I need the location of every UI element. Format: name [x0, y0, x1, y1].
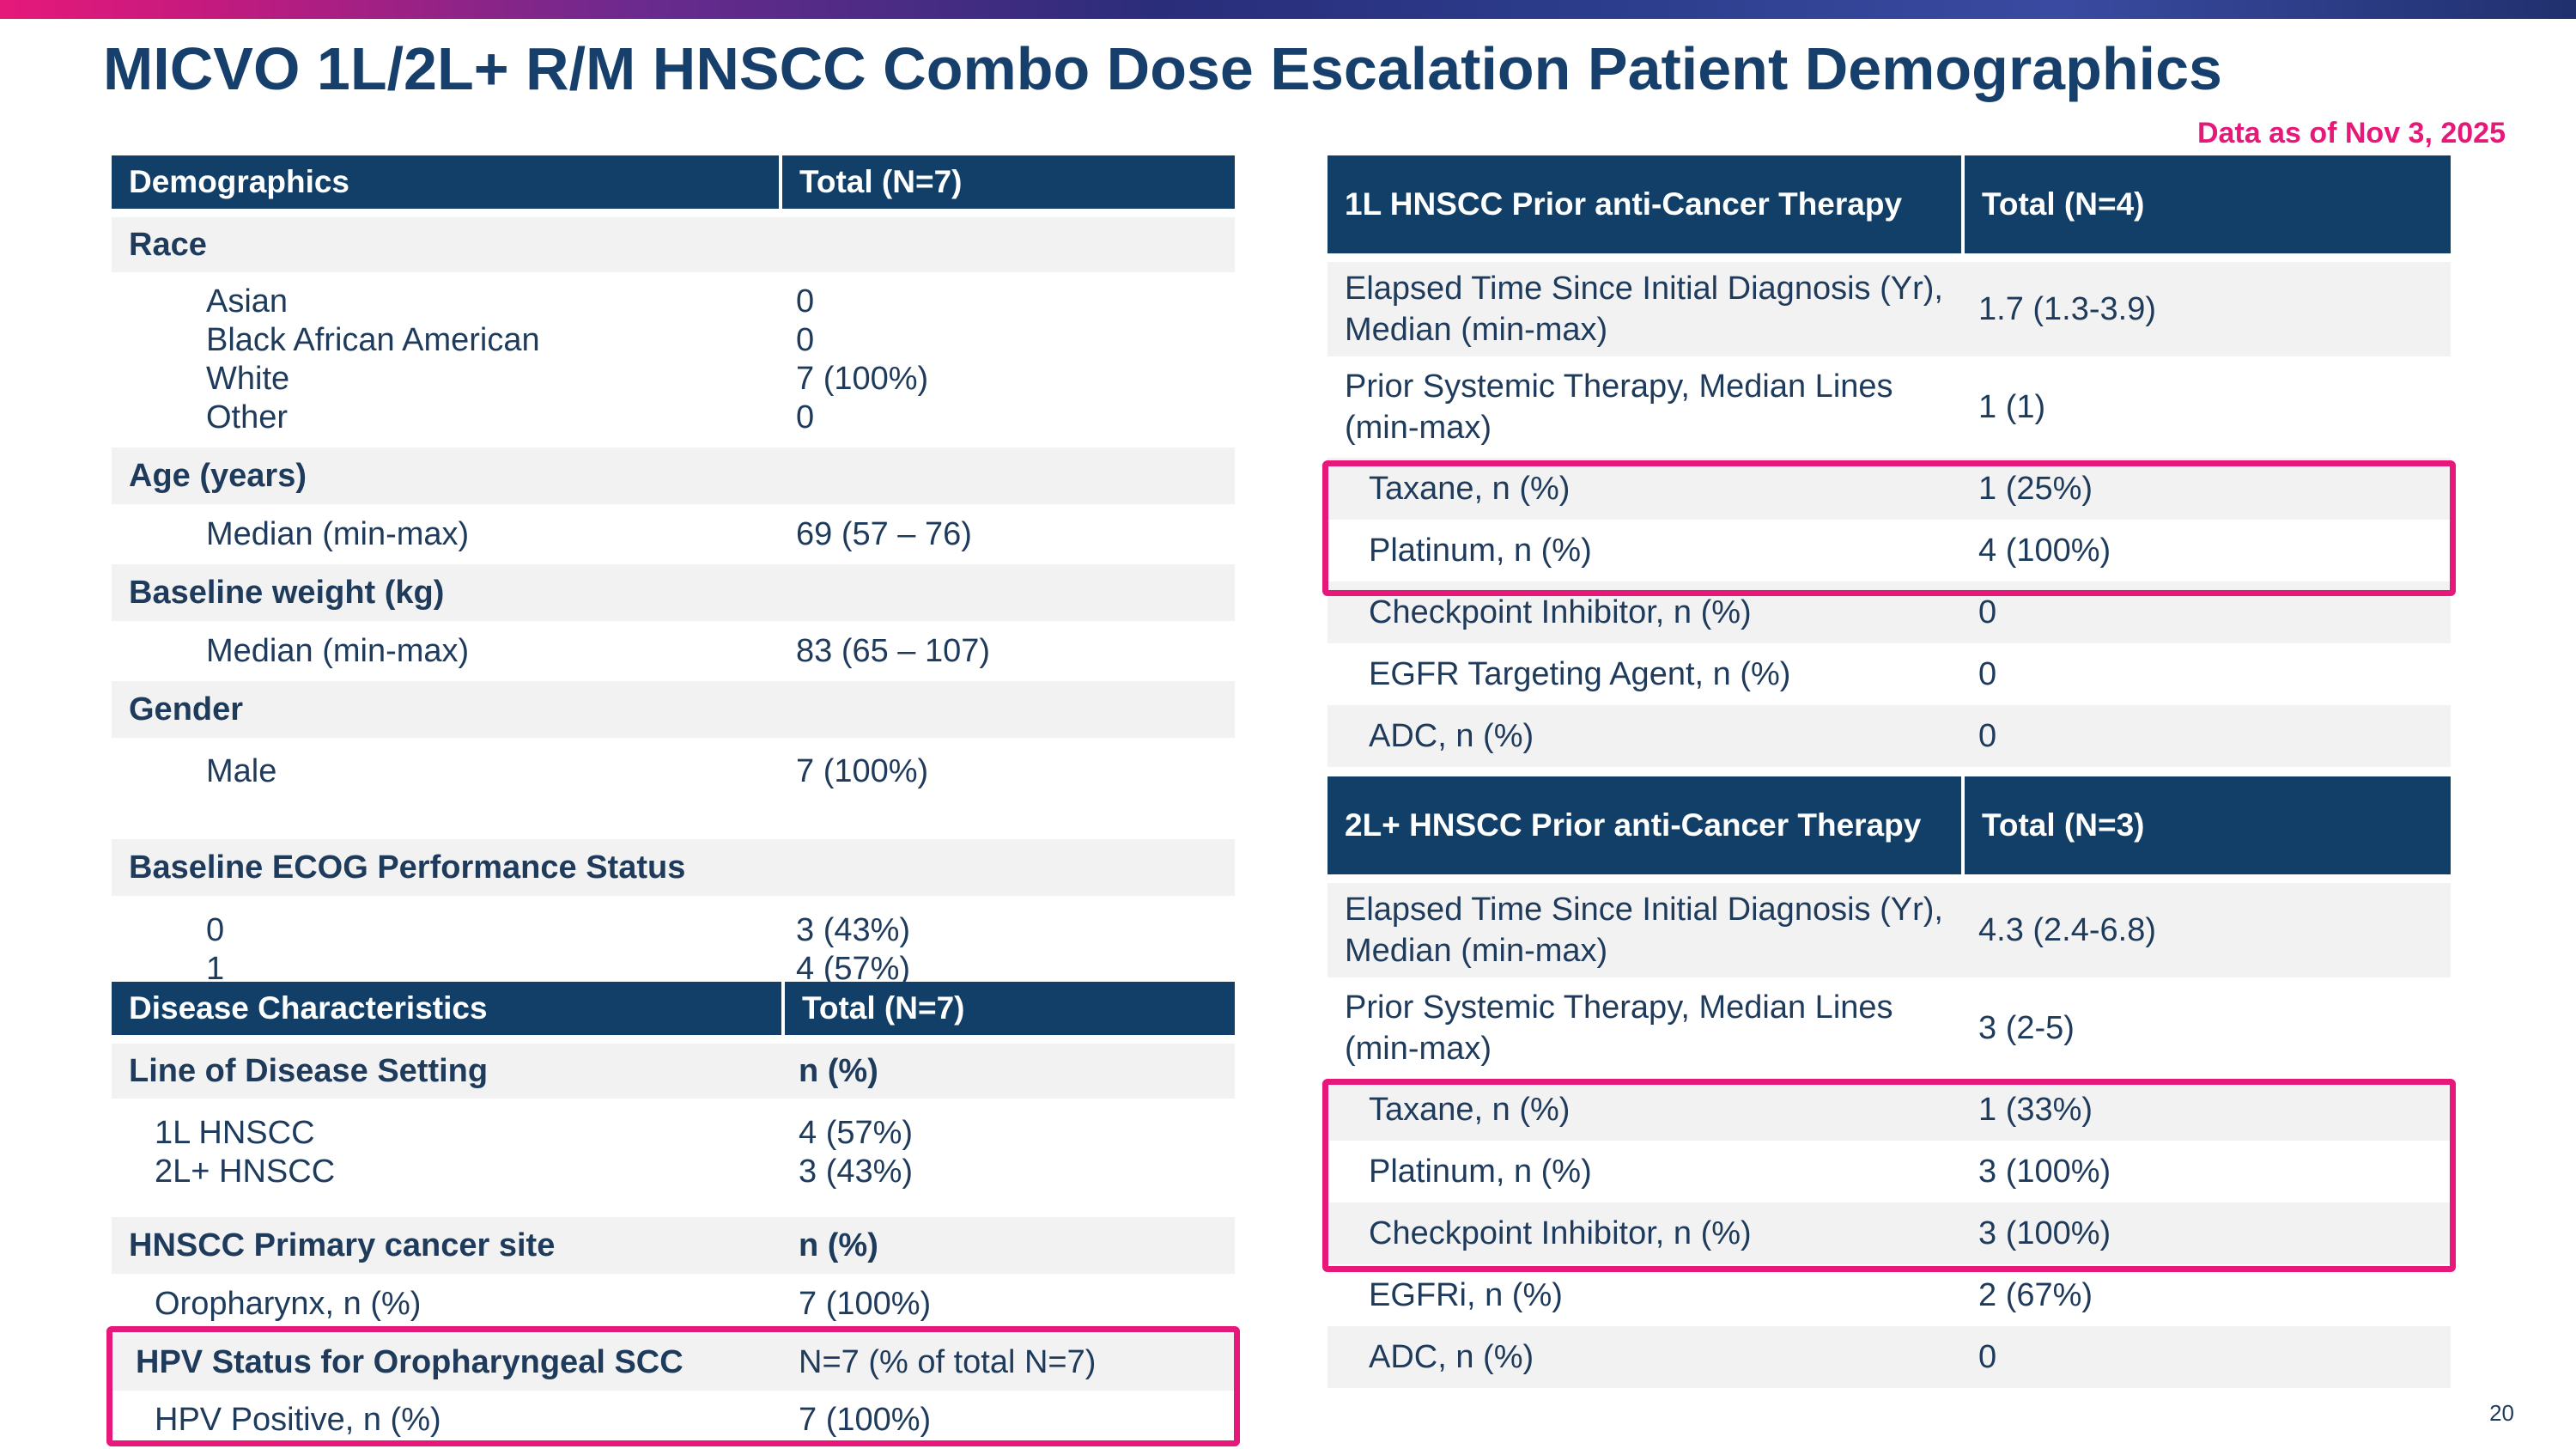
weight-median-value: 83 (65 – 107) [779, 621, 1235, 681]
line-item-2l: 2L+ HNSCC [155, 1154, 336, 1190]
line-of-disease-values: 4 (57%) 3 (43%) [781, 1099, 1235, 1217]
highlight-box-1l-taxane-platinum [1322, 460, 2456, 596]
gender-male-label: Male [112, 738, 779, 839]
demographics-header: Demographics [112, 155, 779, 209]
ecog-label: Baseline ECOG Performance Status [112, 839, 1235, 896]
race-value-white: 7 (100%) [796, 361, 929, 397]
primary-site-label: HNSCC Primary cancer site [112, 1217, 781, 1274]
therapy-1l-platinum-label: Platinum, n (%) [1327, 520, 1961, 581]
hpv-positive-value: 7 (100%) [781, 1391, 1235, 1449]
therapy-1l-total-header: Total (N=4) [1961, 155, 2451, 253]
oropharynx-value: 7 (100%) [781, 1274, 1235, 1334]
page-title: MICVO 1L/2L+ R/M HNSCC Combo Dose Escala… [103, 35, 2222, 102]
therapy-1l-taxane-value: 1 (25%) [1961, 458, 2451, 520]
line-item-1l: 1L HNSCC [155, 1115, 315, 1151]
gender-label: Gender [112, 681, 1235, 738]
data-as-of-date: Data as of Nov 3, 2025 [2196, 117, 2506, 149]
page-number: 20 [2489, 1400, 2514, 1426]
top-gradient-bar [0, 0, 2576, 19]
weight-median-label: Median (min-max) [112, 621, 779, 681]
therapy-1l-header: 1L HNSCC Prior anti-Cancer Therapy [1327, 155, 1961, 253]
therapy-2l-elapsed-label: Elapsed Time Since Initial Diagnosis (Yr… [1327, 874, 1961, 977]
therapy-2l-platinum-value: 3 (100%) [1961, 1141, 2451, 1202]
race-value-asian: 0 [796, 283, 815, 320]
weight-label: Baseline weight (kg) [112, 564, 1235, 621]
age-median-label: Median (min-max) [112, 504, 779, 564]
disease-header: Disease Characteristics [112, 982, 781, 1035]
line-of-disease-items: 1L HNSCC 2L+ HNSCC [112, 1099, 781, 1217]
race-items: Asian Black African American White Other [112, 272, 779, 447]
demographics-table: Demographics Total (N=7) Race Asian Blac… [112, 155, 1235, 1004]
therapy-2l-prior-value: 3 (2-5) [1961, 977, 2451, 1079]
therapy-1l-prior-value: 1 (1) [1961, 356, 2451, 458]
race-value-black: 0 [796, 322, 815, 358]
line-value-2l: 3 (43%) [799, 1154, 914, 1190]
disease-characteristics-table: Disease Characteristics Total (N=7) Line… [112, 982, 1235, 1449]
therapy-2l-taxane-label: Taxane, n (%) [1327, 1079, 1961, 1141]
gender-male-value: 7 (100%) [779, 738, 1235, 839]
race-values: 0 0 7 (100%) 0 [779, 272, 1235, 447]
disease-total-header: Total (N=7) [781, 982, 1235, 1035]
therapy-2l-adc-label: ADC, n (%) [1327, 1326, 1961, 1388]
hpv-status-unit: N=7 (% of total N=7) [781, 1334, 1235, 1391]
therapy-2l-taxane-value: 1 (33%) [1961, 1079, 2451, 1141]
line-of-disease-unit: n (%) [781, 1035, 1235, 1099]
line-value-1l: 4 (57%) [799, 1115, 914, 1151]
therapy-2l-egfri-value: 2 (67%) [1961, 1264, 2451, 1326]
line-of-disease-label: Line of Disease Setting [112, 1035, 781, 1099]
therapy-2l-table: 2L+ HNSCC Prior anti-Cancer Therapy Tota… [1327, 776, 2451, 1388]
ecog-item-1: 1 [206, 951, 225, 987]
age-label: Age (years) [112, 447, 1235, 504]
therapy-2l-egfri-label: EGFRi, n (%) [1327, 1264, 1961, 1326]
ecog-value-0: 3 (43%) [796, 912, 911, 948]
oropharynx-label: Oropharynx, n (%) [112, 1274, 781, 1334]
primary-site-unit: n (%) [781, 1217, 1235, 1274]
therapy-2l-elapsed-value: 4.3 (2.4-6.8) [1961, 874, 2451, 977]
hpv-status-label: HPV Status for Oropharyngeal SCC [112, 1334, 781, 1391]
therapy-1l-taxane-label: Taxane, n (%) [1327, 458, 1961, 520]
therapy-2l-prior-label: Prior Systemic Therapy, Median Lines (mi… [1327, 977, 1961, 1079]
age-median-value: 69 (57 – 76) [779, 504, 1235, 564]
therapy-2l-platinum-label: Platinum, n (%) [1327, 1141, 1961, 1202]
therapy-1l-egfr-value: 0 [1961, 643, 2451, 705]
therapy-1l-table: 1L HNSCC Prior anti-Cancer Therapy Total… [1327, 155, 2451, 767]
therapy-1l-elapsed-value: 1.7 (1.3-3.9) [1961, 253, 2451, 356]
therapy-2l-header: 2L+ HNSCC Prior anti-Cancer Therapy [1327, 776, 1961, 874]
race-label: Race [112, 209, 1235, 272]
therapy-1l-elapsed-label: Elapsed Time Since Initial Diagnosis (Yr… [1327, 253, 1961, 356]
race-item-white: White [206, 361, 290, 397]
therapy-2l-adc-value: 0 [1961, 1326, 2451, 1388]
ecog-item-0: 0 [206, 912, 225, 948]
hpv-positive-label: HPV Positive, n (%) [112, 1391, 781, 1449]
therapy-1l-adc-value: 0 [1961, 705, 2451, 767]
therapy-2l-checkpoint-value: 3 (100%) [1961, 1202, 2451, 1264]
therapy-2l-total-header: Total (N=3) [1961, 776, 2451, 874]
race-item-other: Other [206, 399, 289, 435]
ecog-value-1: 4 (57%) [796, 951, 911, 987]
highlight-box-2l-taxane-platinum-checkpoint [1322, 1079, 2456, 1272]
therapy-1l-egfr-label: EGFR Targeting Agent, n (%) [1327, 643, 1961, 705]
highlight-box-hpv-status [106, 1326, 1240, 1446]
race-item-asian: Asian [206, 283, 289, 320]
therapy-2l-checkpoint-label: Checkpoint Inhibitor, n (%) [1327, 1202, 1961, 1264]
demographics-total-header: Total (N=7) [779, 155, 1235, 209]
therapy-1l-platinum-value: 4 (100%) [1961, 520, 2451, 581]
race-item-black: Black African American [206, 322, 540, 358]
race-value-other: 0 [796, 399, 815, 435]
therapy-1l-adc-label: ADC, n (%) [1327, 705, 1961, 767]
therapy-1l-prior-label: Prior Systemic Therapy, Median Lines (mi… [1327, 356, 1961, 458]
